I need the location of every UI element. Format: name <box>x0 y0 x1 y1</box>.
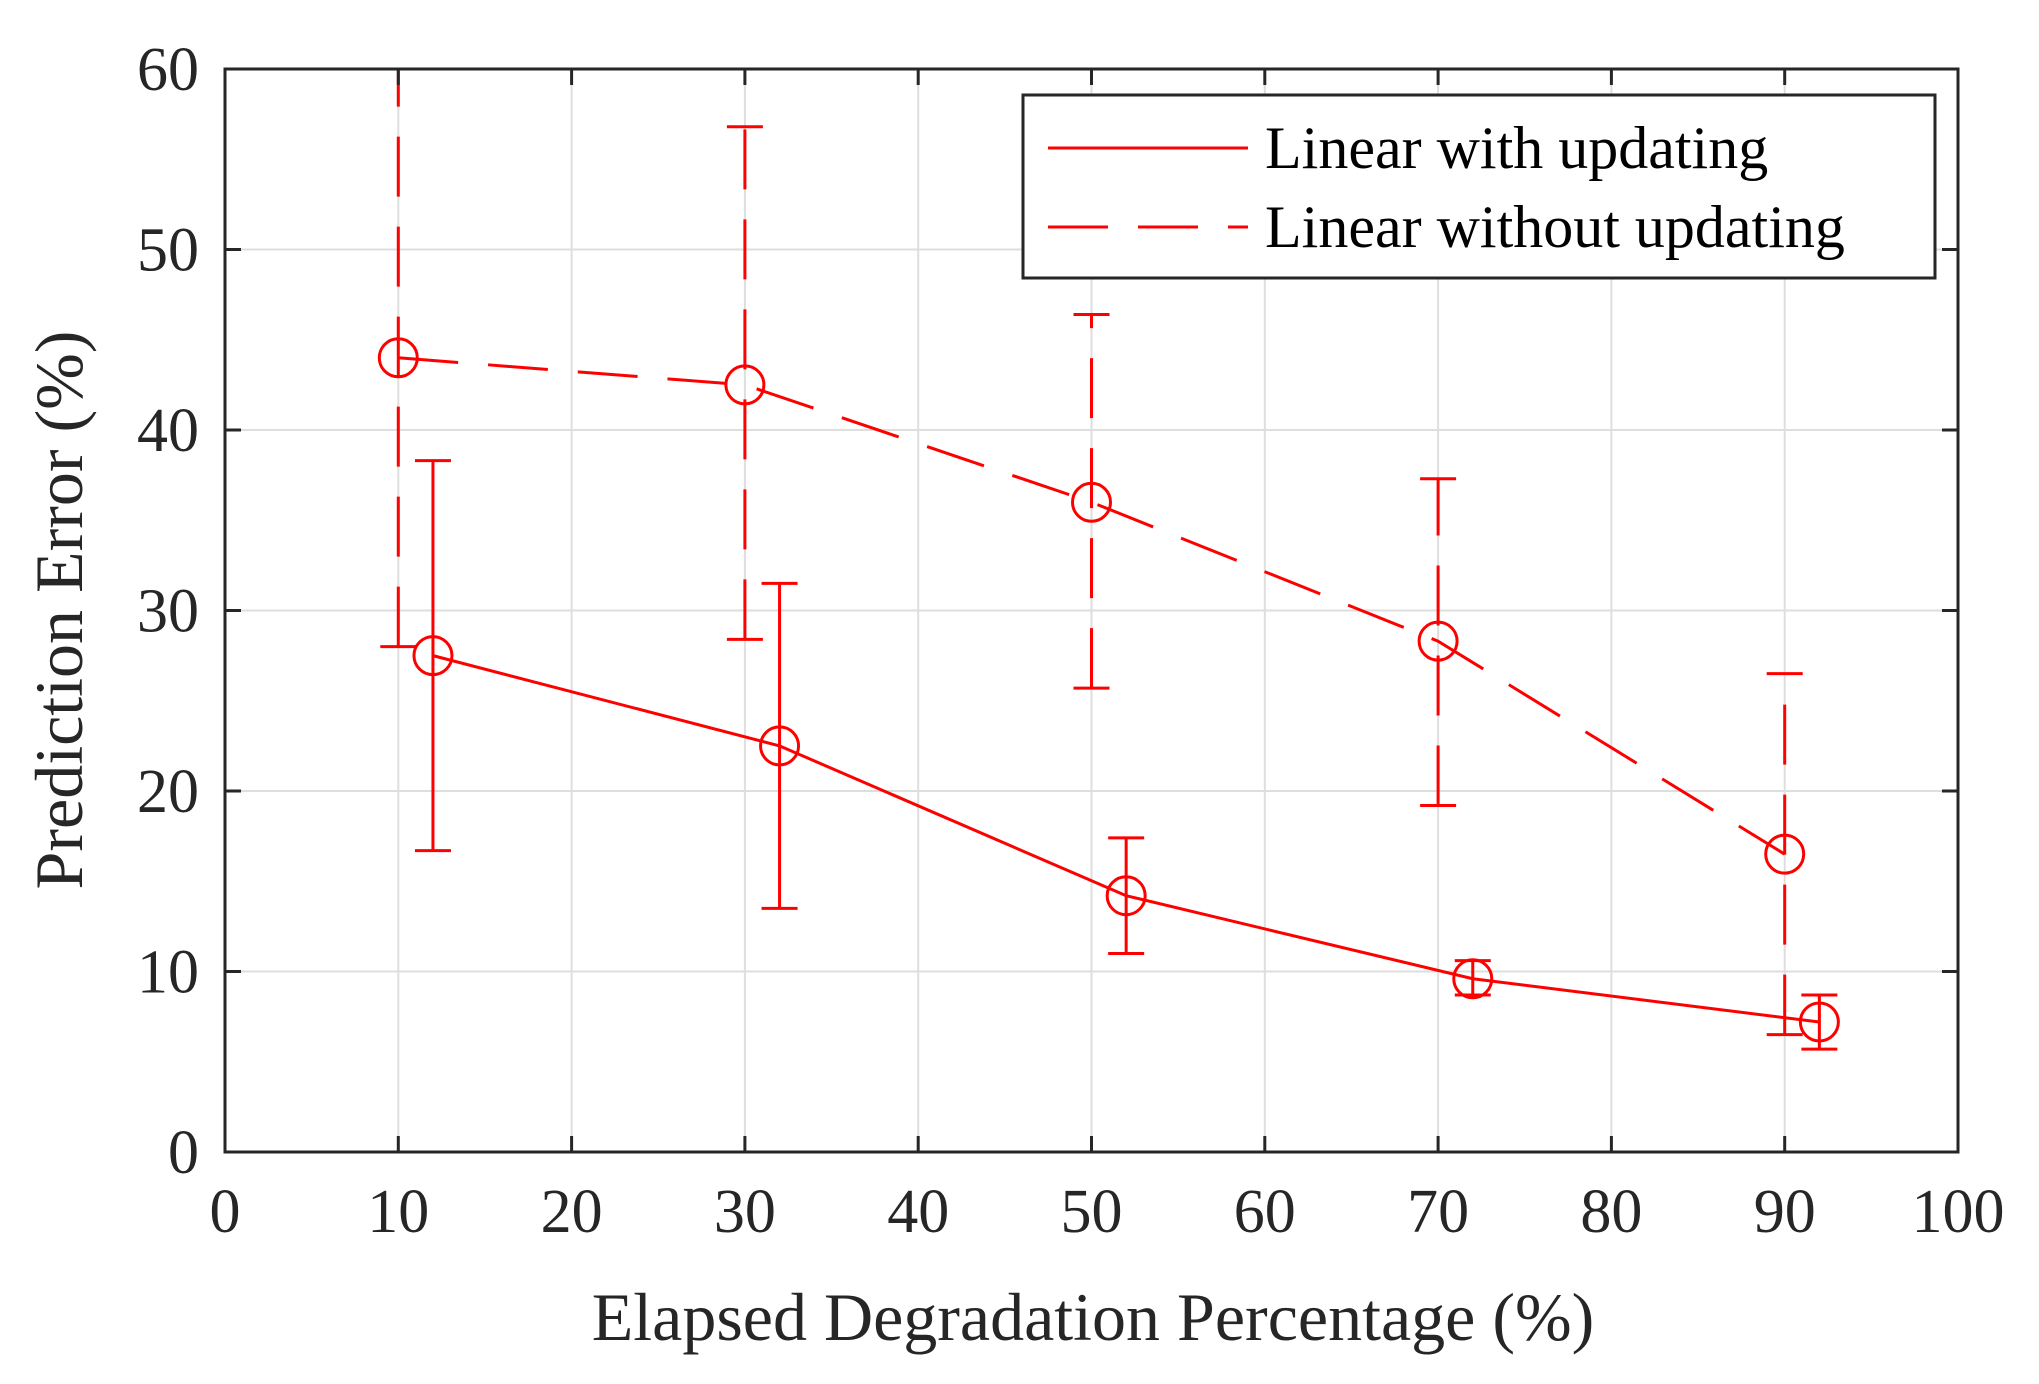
y-tick-label: 60 <box>137 36 199 104</box>
series-linear-with-updating <box>412 459 1840 1051</box>
x-tick-label: 100 <box>1912 1178 2005 1246</box>
series-linear-without-updating <box>377 67 1806 1037</box>
x-tick-label: 30 <box>714 1178 776 1246</box>
series-line <box>398 356 1786 856</box>
data-point-marker <box>1105 875 1147 917</box>
legend-label-linear-without-updating: Linear without updating <box>1265 194 1845 260</box>
data-point-marker <box>759 725 801 767</box>
x-tick-label: 20 <box>541 1178 603 1246</box>
y-tick-label: 50 <box>137 217 199 285</box>
x-tick-label: 50 <box>1061 1178 1123 1246</box>
x-tick-label: 60 <box>1234 1178 1296 1246</box>
legend: Linear with updating Linear without upda… <box>1021 93 1937 280</box>
y-tick-label: 40 <box>137 397 199 465</box>
data-point-marker <box>724 364 766 406</box>
y-axis-title: Prediction Error (%) <box>21 331 97 890</box>
series-layer <box>377 67 1840 1051</box>
tick-labels: 0 10 20 30 40 50 60 70 80 90 100 0 10 20 30 40 50 60 <box>137 36 2005 1246</box>
data-point-marker <box>1071 481 1112 523</box>
data-point-marker <box>412 635 454 677</box>
x-axis-title: Elapsed Degradation Percentage (%) <box>592 1279 1595 1355</box>
data-point-marker <box>1764 833 1806 875</box>
series-line <box>432 654 1820 1024</box>
x-tick-label: 90 <box>1754 1178 1816 1246</box>
y-tick-label: 20 <box>137 758 199 826</box>
axes <box>223 67 1960 1154</box>
y-tick-label: 10 <box>137 939 199 1007</box>
x-tick-label: 80 <box>1580 1178 1642 1246</box>
data-point-marker <box>1452 958 1494 1000</box>
data-point-marker <box>1417 620 1459 662</box>
x-tick-label: 10 <box>367 1178 429 1246</box>
legend-box <box>1021 93 1937 280</box>
y-tick-label: 0 <box>168 1119 199 1187</box>
data-point-marker <box>377 337 419 379</box>
data-point-marker <box>1798 1001 1840 1043</box>
y-tick-label: 30 <box>137 578 199 646</box>
x-tick-label: 70 <box>1407 1178 1469 1246</box>
legend-label-linear-with-updating: Linear with updating <box>1265 115 1768 181</box>
x-tick-label: 0 <box>210 1178 241 1246</box>
x-tick-label: 40 <box>887 1178 949 1246</box>
